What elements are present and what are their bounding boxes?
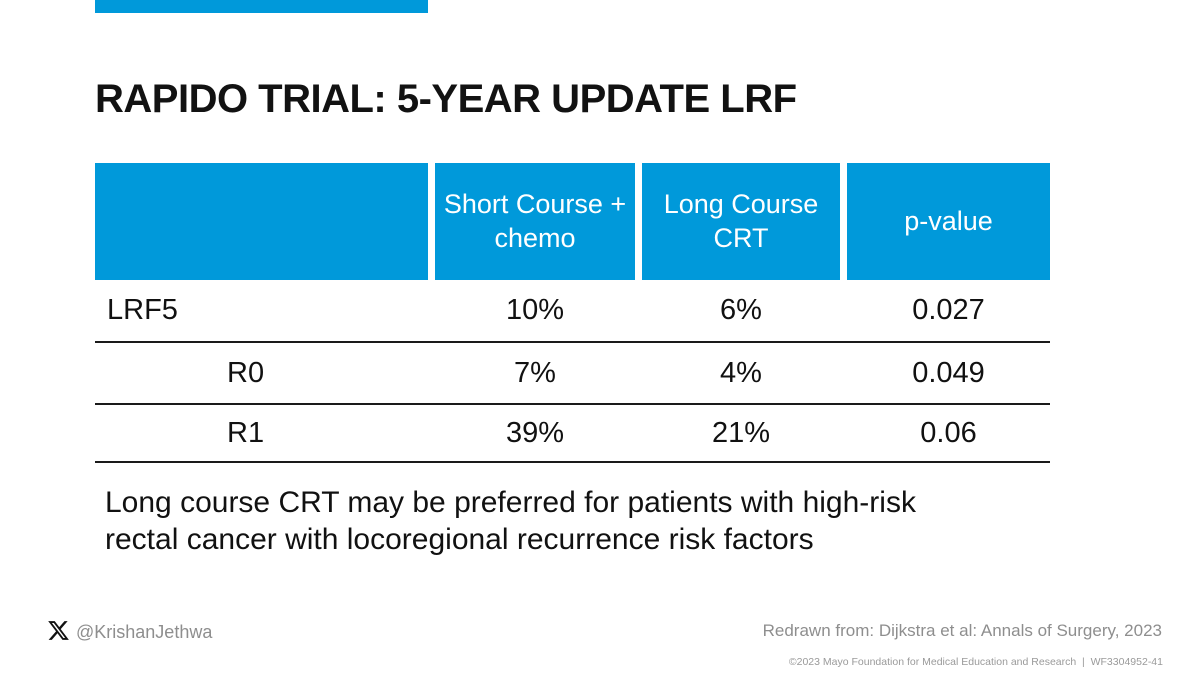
results-table: Short Course + chemo Long Course CRT p-v… [95, 163, 1050, 463]
source-attribution: Redrawn from: Dijkstra et al: Annals of … [762, 621, 1162, 640]
takeaway-text: Long course CRT may be preferred for pat… [105, 484, 916, 558]
cell-value: 10% [505, 294, 565, 326]
x-twitter-logo-icon [48, 621, 69, 640]
page-title: RAPIDO TRIAL: 5-YEAR UPDATE LRF [95, 76, 797, 121]
cell-value: 0.049 [912, 356, 985, 389]
cell-value: 7% [514, 356, 556, 389]
accent-bar [95, 0, 428, 13]
copyright-line: ©2023 Mayo Foundation for Medical Educat… [788, 656, 1163, 668]
row-label: R0 [227, 356, 265, 389]
cell-value: 6% [720, 294, 762, 326]
cell-value: 4% [720, 356, 762, 389]
header-cell-long-course: Long Course CRT [642, 163, 840, 280]
takeaway-line-2: rectal cancer with locoregional recurren… [105, 523, 814, 556]
takeaway-line-1: Long course CRT may be preferred for pat… [105, 486, 916, 519]
header-cell-empty [95, 163, 428, 280]
cell-value: 0.06 [920, 416, 977, 449]
header-cell-pvalue: p-value [847, 163, 1050, 280]
table-row-r0: R0 7% 4% 0.049 [95, 343, 1050, 405]
row-label: R1 [227, 416, 265, 449]
table-row-lrf5: LRF5 10% 6% 0.027 [95, 280, 1050, 343]
cell-value: 21% [711, 416, 771, 449]
table-row-r1: R1 39% 21% 0.06 [95, 405, 1050, 463]
header-cell-short-course: Short Course + chemo [435, 163, 635, 280]
social-handle: @KrishanJethwa [76, 622, 213, 642]
table-header-row: Short Course + chemo Long Course CRT p-v… [95, 163, 1050, 280]
row-label: LRF5 [107, 294, 178, 326]
cell-value: 0.027 [912, 294, 985, 326]
cell-value: 39% [505, 416, 565, 449]
